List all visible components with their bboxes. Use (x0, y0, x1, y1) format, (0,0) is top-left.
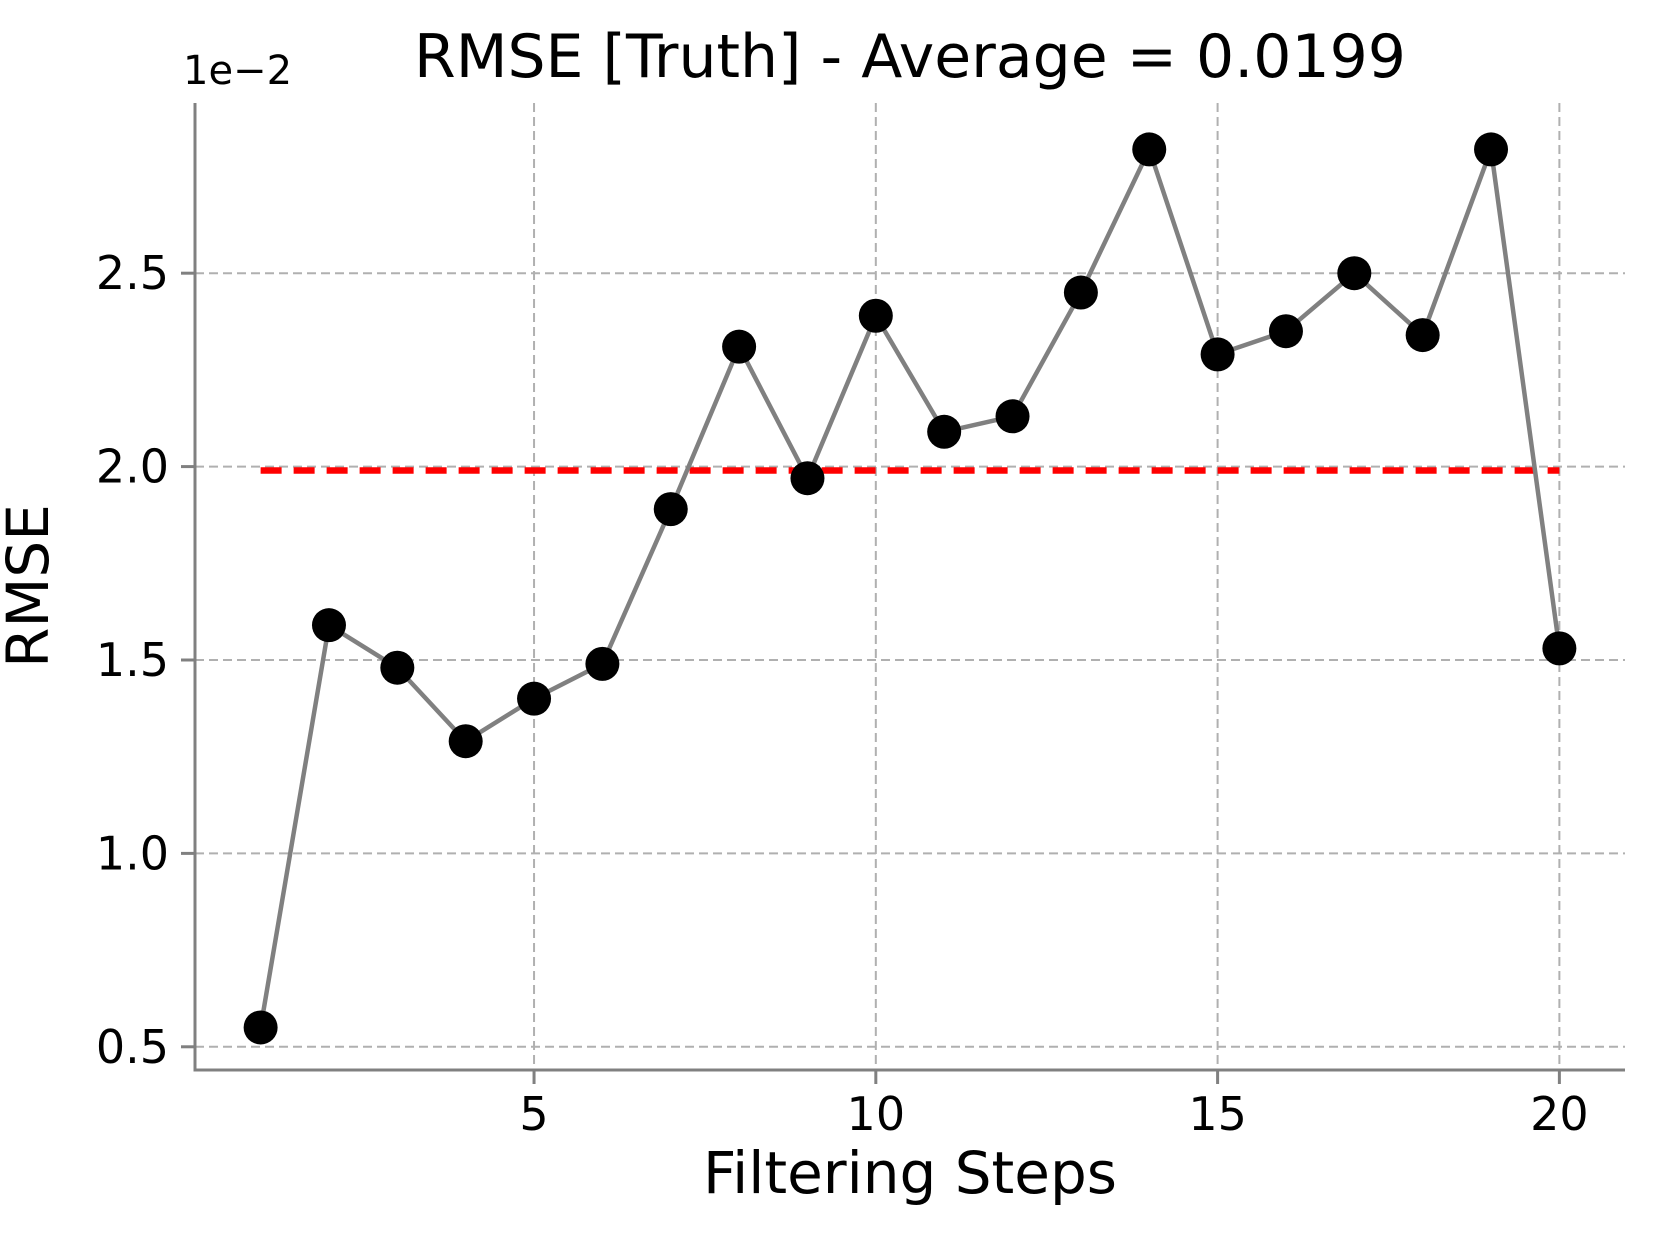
data-point-marker (790, 461, 825, 496)
y-axis-offset-text: 1e−2 (183, 48, 293, 94)
chart-title: RMSE [Truth] - Average = 0.0199 (414, 22, 1406, 92)
y-tick-label: 2.5 (96, 246, 169, 300)
data-point-marker (448, 724, 483, 759)
data-point-marker (1474, 132, 1509, 167)
data-point-marker (722, 329, 757, 364)
data-point-marker (927, 414, 962, 449)
y-tick-label: 1.0 (96, 826, 169, 880)
x-tick-label: 15 (1188, 1087, 1247, 1141)
x-tick-label: 10 (847, 1087, 906, 1141)
data-point-marker (653, 492, 688, 527)
x-tick-label: 20 (1530, 1087, 1589, 1141)
x-tick-label: 5 (519, 1087, 548, 1141)
data-point-marker (1405, 318, 1440, 353)
x-axis-label: Filtering Steps (702, 1139, 1118, 1207)
data-point-marker (1268, 314, 1303, 349)
data-point-marker (585, 646, 620, 681)
data-point-marker (380, 650, 415, 685)
data-point-marker (517, 681, 552, 716)
data-point-marker (243, 1010, 278, 1045)
y-tick-label: 2.0 (96, 440, 169, 494)
y-tick-label: 0.5 (96, 1020, 169, 1074)
data-point-marker (1132, 132, 1167, 167)
data-point-marker (1200, 337, 1235, 372)
data-point-marker (311, 608, 346, 643)
data-point-marker (858, 298, 893, 333)
data-point-marker (1542, 631, 1577, 666)
data-point-marker (995, 399, 1030, 434)
y-tick-label: 1.5 (96, 633, 169, 687)
data-point-marker (1337, 256, 1372, 291)
data-point-marker (1063, 275, 1098, 310)
